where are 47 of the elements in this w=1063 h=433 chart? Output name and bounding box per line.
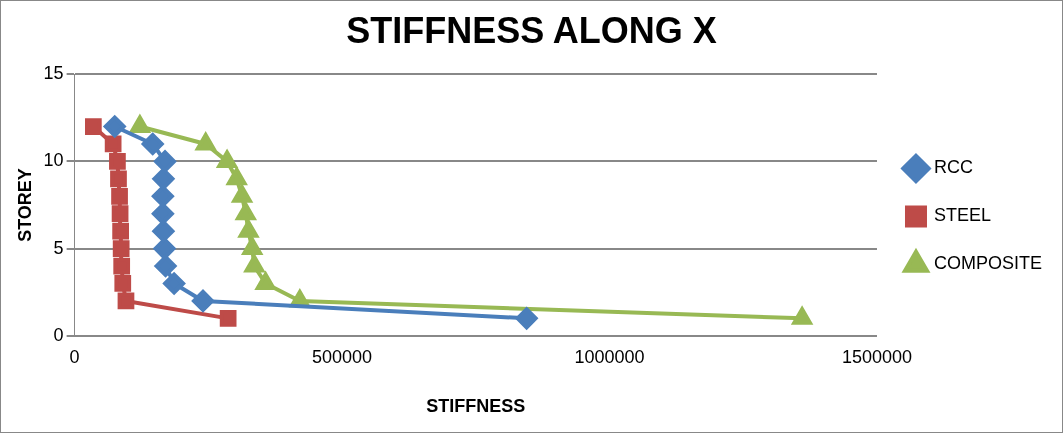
y-tick-label: 10 [43, 150, 64, 171]
x-tick-label: 1500000 [841, 346, 913, 367]
point [226, 167, 247, 186]
point [103, 115, 126, 138]
point [163, 272, 186, 295]
point [236, 202, 256, 221]
y-tick-label: 15 [43, 63, 64, 84]
point [151, 202, 174, 225]
point [232, 185, 252, 203]
point [154, 150, 177, 173]
point [152, 220, 175, 243]
point [104, 135, 122, 153]
point [111, 205, 129, 223]
legend-label: STEEL [933, 205, 992, 226]
point [219, 310, 237, 327]
legend-label: RCC [933, 157, 973, 178]
y-tick-label: 5 [53, 237, 64, 258]
x-tick-label: 0 [69, 346, 80, 367]
point [154, 255, 177, 278]
point [515, 307, 538, 330]
point [192, 289, 214, 312]
point [141, 132, 164, 155]
chart-title: STIFFNESS ALONG X [346, 9, 717, 51]
point [117, 292, 135, 310]
point [153, 237, 176, 260]
point [244, 255, 265, 273]
point [84, 118, 102, 135]
point [255, 272, 276, 290]
point [111, 187, 128, 205]
point [238, 220, 259, 238]
point [151, 185, 174, 208]
y-axis-title: STOREY [14, 168, 35, 242]
y-tick-label: 0 [53, 324, 64, 345]
x-axis-title: STIFFNESS [426, 396, 526, 417]
point [152, 167, 175, 190]
x-tick-label: 500000 [312, 346, 373, 367]
point [242, 237, 263, 256]
point [114, 275, 132, 292]
point [217, 150, 237, 168]
point [792, 307, 812, 325]
point [110, 170, 127, 188]
point [109, 153, 126, 170]
point [112, 240, 130, 257]
point [113, 257, 131, 275]
x-tick-label: 1000000 [574, 346, 645, 367]
legend-label: COMPOSITE [933, 253, 1043, 274]
point [112, 222, 129, 240]
